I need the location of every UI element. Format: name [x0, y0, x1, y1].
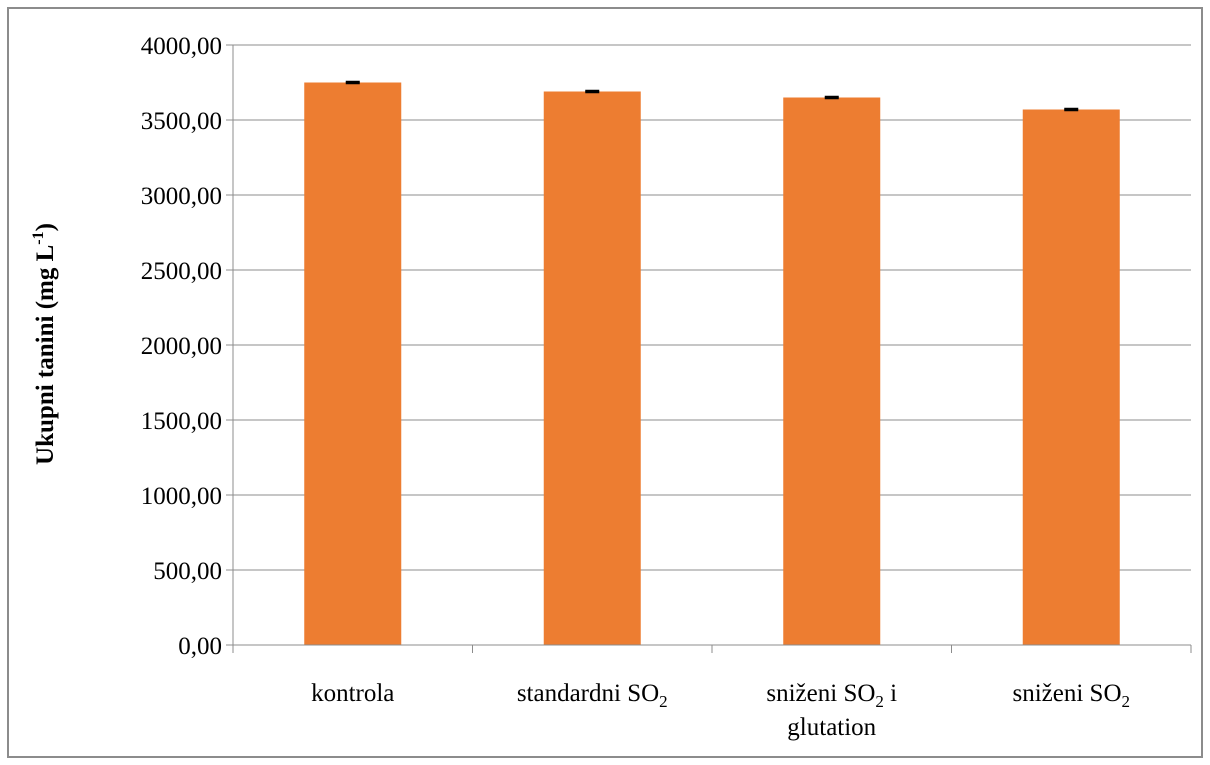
y-tick-label: 0,00 [178, 633, 222, 660]
x-category-label: sniženi SO2 [1012, 680, 1130, 711]
x-category-label: glutation [787, 714, 876, 741]
bars [304, 80, 1120, 645]
x-category-label: standardni SO2 [517, 680, 668, 711]
bar [783, 97, 881, 645]
x-category-label: kontrola [311, 680, 394, 707]
y-tick-label: 4000,00 [141, 33, 222, 60]
y-tick-label: 3000,00 [141, 183, 222, 210]
y-axis-title-superscript: -1 [30, 231, 47, 244]
y-tick-label: 1000,00 [141, 483, 222, 510]
bar [1022, 109, 1120, 645]
x-category-label: sniženi SO2 i [766, 680, 897, 711]
y-tick-label: 500,00 [153, 558, 222, 585]
y-tick-label: 1500,00 [141, 408, 222, 435]
y-tick-labels: 0,00 500,00 1000,00 1500,00 2000,00 2500,00 30… [141, 33, 222, 660]
axes [226, 44, 1192, 653]
y-axis-title-tail: ) [32, 223, 59, 231]
y-axis-title: Ukupni tanini (mg L-1) [30, 223, 59, 465]
x-category-labels: kontrola standardni SO2 sniženi SO2 i gluta… [311, 680, 1130, 741]
y-tick-label: 2000,00 [141, 333, 222, 360]
bar [543, 91, 641, 645]
y-axis-title-main: Ukupni tanini (mg L [32, 245, 59, 465]
bar [304, 82, 402, 645]
y-tick-label: 3500,00 [141, 108, 222, 135]
y-tick-label: 2500,00 [141, 258, 222, 285]
